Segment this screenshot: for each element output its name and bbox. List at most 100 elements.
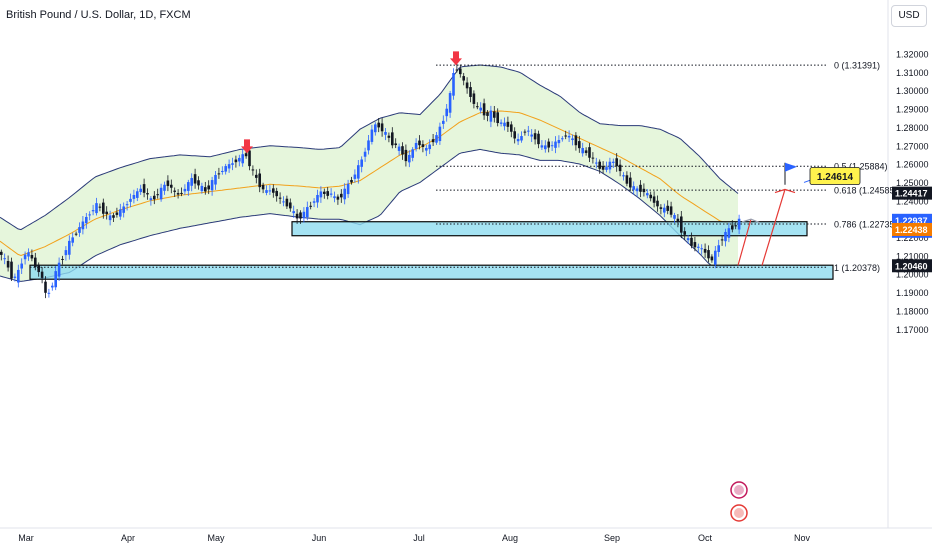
candle-body	[23, 254, 27, 260]
candle-body	[499, 122, 503, 124]
y-tick-label: 1.29000	[896, 105, 929, 115]
x-tick-label: May	[207, 533, 225, 543]
candle-body	[561, 138, 564, 140]
candle-body	[129, 198, 132, 202]
candle-body	[173, 190, 176, 192]
candle-body	[0, 251, 3, 255]
candle-body	[510, 124, 513, 132]
candle-body	[343, 188, 346, 200]
chart-title: British Pound / U.S. Dollar, 1D, FXCM	[6, 9, 191, 21]
candle-body	[91, 210, 95, 212]
candle-body	[74, 233, 78, 235]
candle-body	[295, 213, 299, 219]
candle-body	[693, 242, 697, 248]
candle-body	[442, 120, 445, 124]
candle-body	[646, 193, 649, 196]
candle-body	[51, 285, 54, 288]
candle-body	[659, 207, 663, 209]
y-tick-label: 1.30000	[896, 86, 929, 96]
candle-body	[591, 157, 595, 159]
candle-body	[445, 108, 448, 117]
candle-body	[544, 145, 547, 150]
x-tick-label: Aug	[502, 533, 518, 543]
candle-body	[557, 139, 561, 144]
candle-body	[268, 190, 272, 192]
candle-body	[700, 248, 703, 250]
y-tick-label: 1.20000	[896, 270, 929, 280]
y-tick-label: 1.32000	[896, 50, 929, 60]
candle-body	[520, 136, 523, 141]
candle-body	[40, 271, 44, 278]
candle-body	[673, 215, 676, 219]
candle-body	[394, 143, 397, 146]
x-tick-label: Nov	[794, 533, 811, 543]
y-tick-label: 1.26000	[896, 160, 929, 170]
candle-body	[724, 231, 727, 242]
candle-body	[329, 193, 333, 195]
candle-body	[306, 207, 309, 218]
candle-body	[163, 184, 166, 191]
candle-body	[564, 135, 567, 137]
candle-body	[156, 194, 159, 196]
candle-body	[244, 153, 248, 157]
candle-body	[605, 167, 608, 170]
candle-body	[608, 161, 612, 170]
candle-body	[6, 260, 10, 268]
candle-body	[190, 178, 193, 186]
candle-body	[567, 135, 571, 138]
candle-body	[319, 191, 323, 198]
candle-body	[136, 191, 139, 198]
candle-body	[550, 145, 554, 147]
candle-body	[380, 123, 384, 132]
candle-body	[81, 221, 85, 230]
x-tick-label: Mar	[18, 533, 34, 543]
candle-body	[397, 146, 401, 151]
candle-body	[428, 144, 431, 150]
candle-body	[285, 198, 289, 207]
candle-body	[248, 150, 251, 167]
candle-body	[513, 131, 516, 139]
candle-body	[462, 76, 465, 81]
candle-body	[302, 211, 306, 219]
x-tick-label: Apr	[121, 533, 135, 543]
target-label: 1.24614	[817, 172, 854, 183]
candle-body	[581, 148, 584, 154]
candle-body	[408, 154, 411, 163]
candle-body	[618, 164, 622, 172]
currency-button[interactable]: USD	[891, 5, 927, 27]
candle-body	[680, 216, 683, 233]
price-label: 1.20460	[895, 261, 928, 271]
candle-body	[584, 150, 588, 153]
candle-body	[530, 134, 533, 137]
candle-body	[571, 138, 574, 141]
candle-body	[272, 188, 275, 193]
fib-label-0.786: 0.786 (1.22735)	[834, 220, 898, 230]
candle-body	[421, 144, 425, 148]
x-tick-label: Sep	[604, 533, 620, 543]
candle-body	[598, 161, 601, 169]
y-tick-label: 1.31000	[896, 68, 929, 78]
candle-body	[374, 124, 377, 133]
bollinger-lower-line	[0, 148, 739, 282]
candle-body	[125, 204, 129, 206]
y-tick-label: 1.17000	[896, 325, 929, 335]
candle-body	[418, 140, 421, 146]
candle-body	[503, 122, 506, 127]
candle-body	[142, 184, 146, 193]
candle-body	[278, 197, 282, 199]
fib-label-0.5: 0.5 (1.25884)	[834, 162, 888, 172]
candle-body	[656, 200, 659, 207]
candle-body	[224, 166, 227, 172]
candle-body	[357, 165, 360, 179]
projection-arrow-up-2	[761, 189, 786, 266]
candle-body	[595, 162, 598, 164]
candle-body	[384, 131, 387, 135]
candle-body	[78, 227, 81, 233]
candle-body	[112, 215, 115, 218]
x-tick-label: Jun	[312, 533, 327, 543]
candle-body	[639, 184, 642, 192]
candle-body	[105, 211, 108, 214]
candle-body	[108, 215, 112, 221]
candle-body	[102, 202, 105, 214]
